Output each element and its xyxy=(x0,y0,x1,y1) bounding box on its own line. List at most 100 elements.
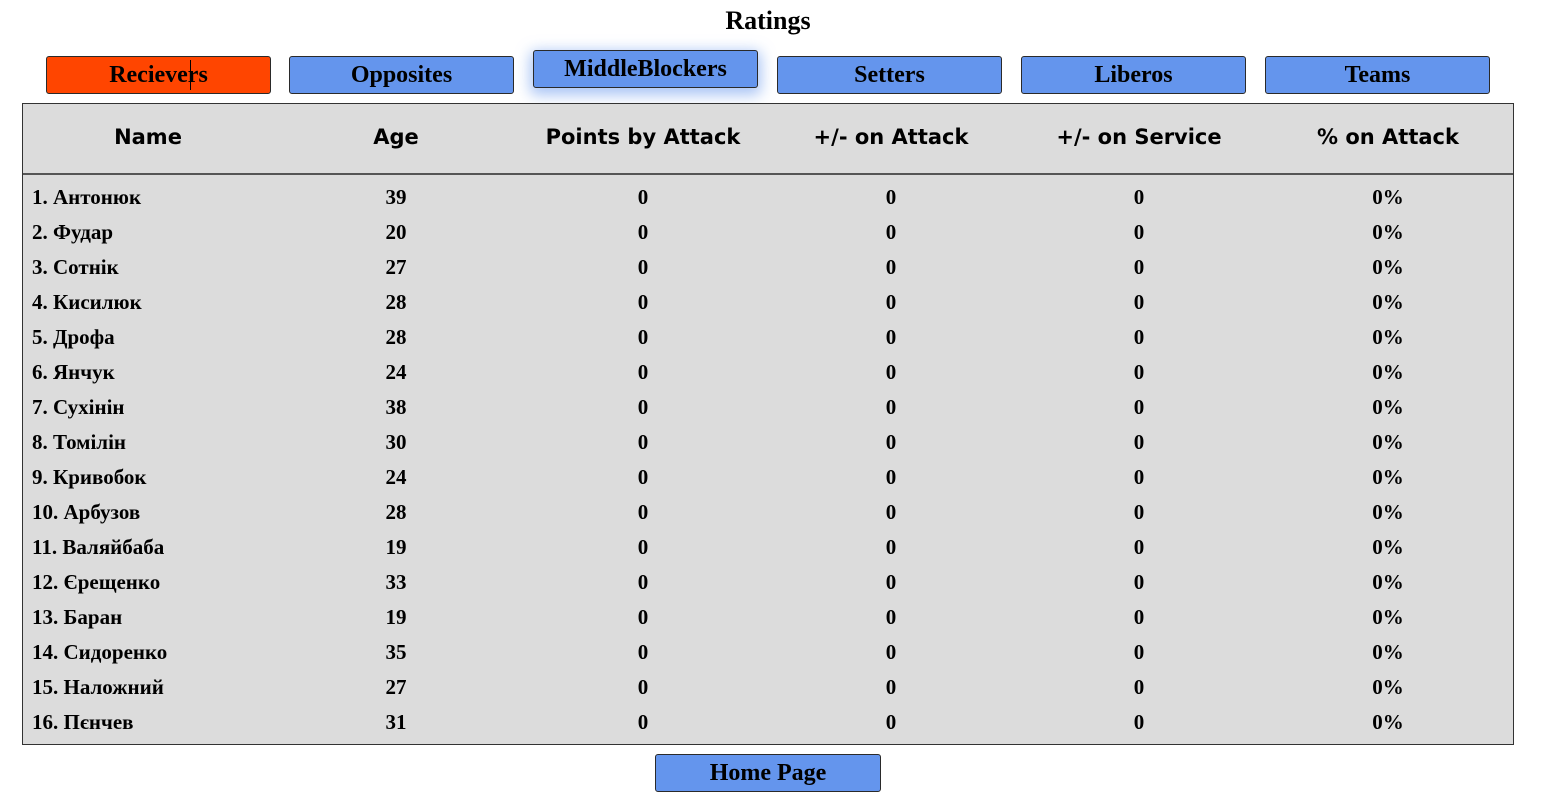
table-row: 9. Кривобок 24 0 0 0 0% xyxy=(23,460,1513,495)
age-cell: 30 xyxy=(385,430,407,454)
tab-middleblockers[interactable]: MiddleBlockers xyxy=(533,50,758,88)
column-header-age[interactable]: Age xyxy=(373,125,419,149)
plus-minus-service-cell: 0 xyxy=(1133,255,1145,279)
name-cell: 15. Наложний xyxy=(32,675,164,699)
table-body: 1. Антонюк 39 0 0 0 0% 2. Фудар 20 0 0 0 0% 3. Сотні… xyxy=(23,180,1513,740)
plus-minus-attack-cell: 0 xyxy=(885,430,897,454)
plus-minus-service-cell: 0 xyxy=(1133,675,1145,699)
points-by-attack-cell: 0 xyxy=(637,290,649,314)
percent-attack-cell: 0% xyxy=(1372,395,1404,419)
column-header-plus-minus-attack[interactable]: +/- on Attack xyxy=(813,125,969,149)
age-cell: 28 xyxy=(385,500,407,524)
points-by-attack-cell: 0 xyxy=(637,605,649,629)
table-row: 8. Томілін 30 0 0 0 0% xyxy=(23,425,1513,460)
points-by-attack-cell: 0 xyxy=(637,640,649,664)
plus-minus-attack-cell: 0 xyxy=(885,290,897,314)
plus-minus-service-cell: 0 xyxy=(1133,430,1145,454)
plus-minus-service-cell: 0 xyxy=(1133,465,1145,489)
percent-attack-cell: 0% xyxy=(1372,290,1404,314)
table-row: 3. Сотнік 27 0 0 0 0% xyxy=(23,250,1513,285)
tab-teams[interactable]: Teams xyxy=(1265,56,1490,94)
percent-attack-cell: 0% xyxy=(1372,465,1404,489)
name-cell: 10. Арбузов xyxy=(32,500,141,524)
plus-minus-service-cell: 0 xyxy=(1133,360,1145,384)
name-cell: 2. Фудар xyxy=(32,220,114,244)
table-row: 10. Арбузов 28 0 0 0 0% xyxy=(23,495,1513,530)
name-cell: 1. Антонюк xyxy=(32,185,142,209)
plus-minus-service-cell: 0 xyxy=(1133,185,1145,209)
plus-minus-attack-cell: 0 xyxy=(885,255,897,279)
age-cell: 28 xyxy=(385,325,407,349)
plus-minus-service-cell: 0 xyxy=(1133,535,1145,559)
plus-minus-attack-cell: 0 xyxy=(885,360,897,384)
age-cell: 19 xyxy=(385,535,407,559)
plus-minus-attack-cell: 0 xyxy=(885,605,897,629)
points-by-attack-cell: 0 xyxy=(637,535,649,559)
percent-attack-cell: 0% xyxy=(1372,710,1404,734)
points-by-attack-cell: 0 xyxy=(637,325,649,349)
plus-minus-attack-cell: 0 xyxy=(885,395,897,419)
table-row: 6. Янчук 24 0 0 0 0% xyxy=(23,355,1513,390)
percent-attack-cell: 0% xyxy=(1372,360,1404,384)
table-row: 16. Пєнчев 31 0 0 0 0% xyxy=(23,705,1513,740)
age-cell: 33 xyxy=(385,570,407,594)
points-by-attack-cell: 0 xyxy=(637,710,649,734)
name-cell: 13. Баран xyxy=(32,605,123,629)
ratings-table: Name Age Points by Attack +/- on Attack … xyxy=(22,103,1514,745)
percent-attack-cell: 0% xyxy=(1372,605,1404,629)
table-row: 1. Антонюк 39 0 0 0 0% xyxy=(23,180,1513,215)
age-cell: 31 xyxy=(385,710,407,734)
plus-minus-service-cell: 0 xyxy=(1133,395,1145,419)
name-cell: 11. Валяйбаба xyxy=(32,535,165,559)
percent-attack-cell: 0% xyxy=(1372,255,1404,279)
plus-minus-attack-cell: 0 xyxy=(885,675,897,699)
plus-minus-service-cell: 0 xyxy=(1133,605,1145,629)
name-cell: 4. Кисилюк xyxy=(32,290,142,314)
plus-minus-service-cell: 0 xyxy=(1133,220,1145,244)
plus-minus-attack-cell: 0 xyxy=(885,640,897,664)
age-cell: 27 xyxy=(385,675,407,699)
age-cell: 24 xyxy=(385,360,407,384)
plus-minus-attack-cell: 0 xyxy=(885,570,897,594)
plus-minus-attack-cell: 0 xyxy=(885,325,897,349)
points-by-attack-cell: 0 xyxy=(637,465,649,489)
age-cell: 24 xyxy=(385,465,407,489)
percent-attack-cell: 0% xyxy=(1372,500,1404,524)
plus-minus-service-cell: 0 xyxy=(1133,500,1145,524)
age-cell: 28 xyxy=(385,290,407,314)
name-cell: 8. Томілін xyxy=(32,430,127,454)
home-page-button[interactable]: Home Page xyxy=(655,754,881,792)
table-row: 2. Фудар 20 0 0 0 0% xyxy=(23,215,1513,250)
plus-minus-service-cell: 0 xyxy=(1133,325,1145,349)
tab-recievers[interactable]: Recievers xyxy=(46,56,271,94)
tab-opposites[interactable]: Opposites xyxy=(289,56,514,94)
points-by-attack-cell: 0 xyxy=(637,430,649,454)
column-header-plus-minus-service[interactable]: +/- on Service xyxy=(1056,125,1222,149)
points-by-attack-cell: 0 xyxy=(637,185,649,209)
plus-minus-attack-cell: 0 xyxy=(885,465,897,489)
name-cell: 5. Дрофа xyxy=(32,325,115,349)
percent-attack-cell: 0% xyxy=(1372,535,1404,559)
age-cell: 20 xyxy=(385,220,407,244)
column-header-name[interactable]: Name xyxy=(114,125,182,149)
name-cell: 6. Янчук xyxy=(32,360,115,384)
plus-minus-service-cell: 0 xyxy=(1133,640,1145,664)
column-header-percent-attack[interactable]: % on Attack xyxy=(1317,125,1459,149)
tab-liberos[interactable]: Liberos xyxy=(1021,56,1246,94)
page-title: Ratings xyxy=(725,6,811,35)
age-cell: 19 xyxy=(385,605,407,629)
points-by-attack-cell: 0 xyxy=(637,500,649,524)
percent-attack-cell: 0% xyxy=(1372,185,1404,209)
table-header: Name Age Points by Attack +/- on Attack … xyxy=(23,104,1513,175)
column-header-points-by-attack[interactable]: Points by Attack xyxy=(545,125,741,149)
points-by-attack-cell: 0 xyxy=(637,255,649,279)
tab-setters[interactable]: Setters xyxy=(777,56,1002,94)
points-by-attack-cell: 0 xyxy=(637,220,649,244)
plus-minus-service-cell: 0 xyxy=(1133,290,1145,314)
age-cell: 35 xyxy=(385,640,407,664)
points-by-attack-cell: 0 xyxy=(637,675,649,699)
text-cursor xyxy=(190,60,191,90)
name-cell: 12. Єрещенко xyxy=(32,570,161,594)
table-row: 5. Дрофа 28 0 0 0 0% xyxy=(23,320,1513,355)
table-row: 11. Валяйбаба 19 0 0 0 0% xyxy=(23,530,1513,565)
